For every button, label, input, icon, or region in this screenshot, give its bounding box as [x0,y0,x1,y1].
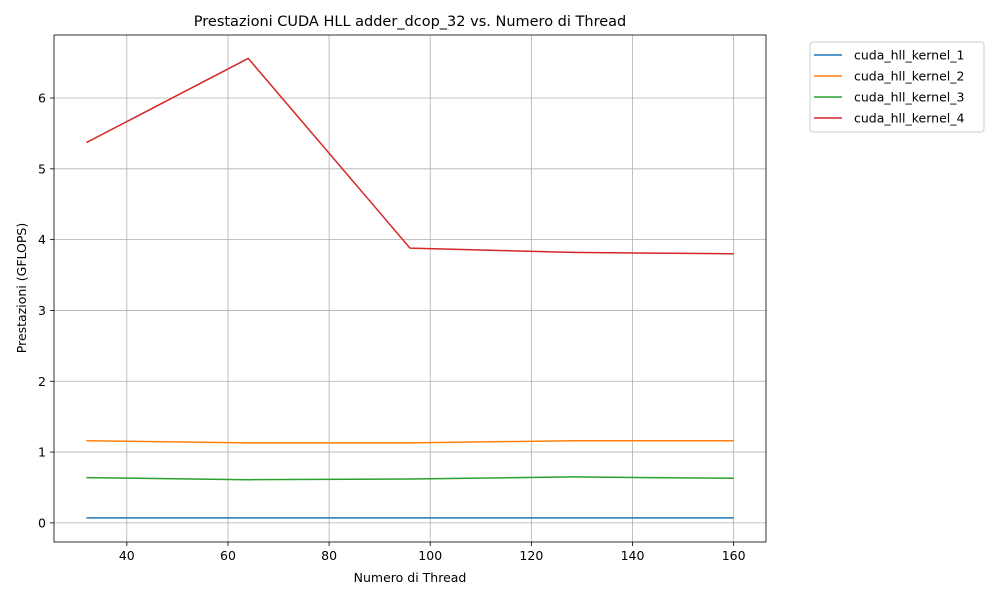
x-axis-ticks: 40 60 80 100 120 140 160 [119,542,746,563]
legend: cuda_hll_kernel_1 cuda_hll_kernel_2 cuda_h… [809,41,985,133]
y-tick-label: 4 [38,232,46,247]
x-tick-label: 40 [119,548,135,563]
x-axis-label: Numero di Thread [354,570,467,585]
legend-label: cuda_hll_kernel_1 [854,48,964,63]
chart-title: Prestazioni CUDA HLL adder_dcop_32 vs. N… [194,14,626,30]
y-axis-ticks: 0 1 2 3 4 5 6 [38,91,54,530]
y-tick-label: 5 [38,161,46,176]
x-tick-label: 60 [220,548,236,563]
x-tick-label: 120 [519,548,543,563]
legend-frame [809,41,985,133]
y-tick-label: 3 [38,303,46,318]
legend-label: cuda_hll_kernel_3 [854,90,964,105]
plot-frame [53,34,767,543]
y-axis-label: Prestazioni (GFLOPS) [14,223,29,353]
x-tick-label: 80 [321,548,337,563]
grid [54,35,766,542]
y-tick-label: 2 [38,374,46,389]
x-tick-label: 100 [418,548,442,563]
y-tick-label: 0 [38,515,46,530]
series-lines [86,57,734,519]
y-tick-label: 6 [38,91,46,106]
legend-label: cuda_hll_kernel_4 [854,111,964,126]
x-tick-label: 160 [722,548,746,563]
legend-label: cuda_hll_kernel_2 [854,69,964,84]
y-tick-label: 1 [38,445,46,460]
x-tick-label: 140 [621,548,645,563]
